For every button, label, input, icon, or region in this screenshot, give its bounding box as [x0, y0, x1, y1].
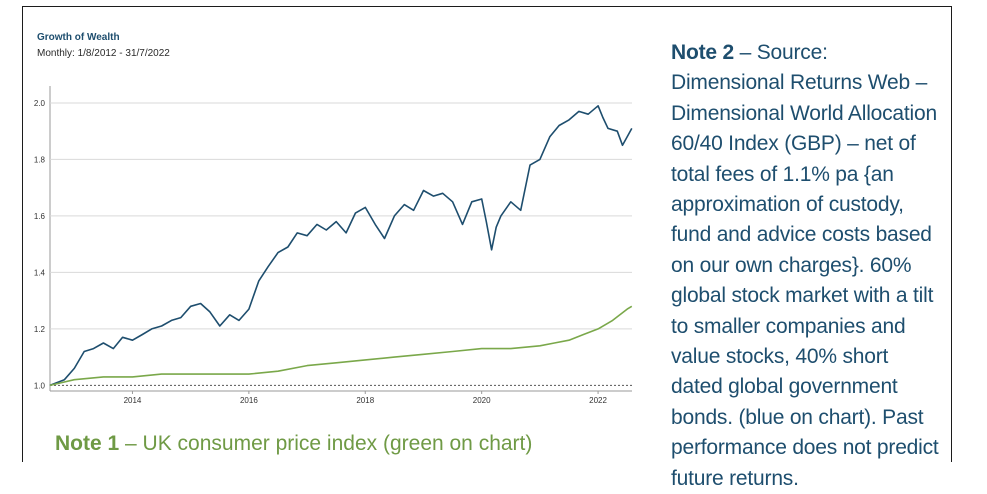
chart-subtitle: Monthly: 1/8/2012 - 31/7/2022 — [37, 48, 170, 59]
y-tick-label: 1.0 — [34, 381, 46, 390]
frame-top-border — [22, 6, 952, 7]
y-tick-label: 1.2 — [34, 325, 46, 334]
note-1: Note 1 – UK consumer price index (green … — [55, 432, 532, 456]
note-2-text: – Source: Dimensional Returns Web – Dime… — [671, 41, 939, 490]
x-tick-label: 2020 — [473, 396, 491, 405]
note-1-text: – UK consumer price index (green on char… — [119, 432, 533, 455]
frame-left-border — [22, 6, 23, 462]
y-tick-label: 1.6 — [34, 212, 46, 221]
note-2: Note 2 – Source: Dimensional Returns Web… — [671, 38, 943, 494]
growth-of-wealth-chart: 1.0 1.2 1.4 1.6 1.8 2.0 2014 2016 2018 2020 2022 — [34, 86, 633, 405]
chart-title: Growth of Wealth — [37, 32, 120, 43]
green-series-line — [49, 305, 633, 387]
x-tick-label: 2016 — [240, 396, 258, 405]
x-tick-label: 2022 — [589, 396, 607, 405]
note-2-label: Note 2 — [671, 41, 734, 64]
frame-right-border — [951, 6, 952, 462]
y-tick-label: 1.8 — [34, 155, 46, 164]
note-1-label: Note 1 — [55, 432, 120, 455]
y-tick-label: 1.4 — [34, 268, 46, 277]
y-tick-label: 2.0 — [34, 99, 46, 108]
blue-series-line — [49, 105, 633, 387]
x-tick-label: 2018 — [356, 396, 374, 405]
x-tick-label: 2014 — [124, 396, 142, 405]
